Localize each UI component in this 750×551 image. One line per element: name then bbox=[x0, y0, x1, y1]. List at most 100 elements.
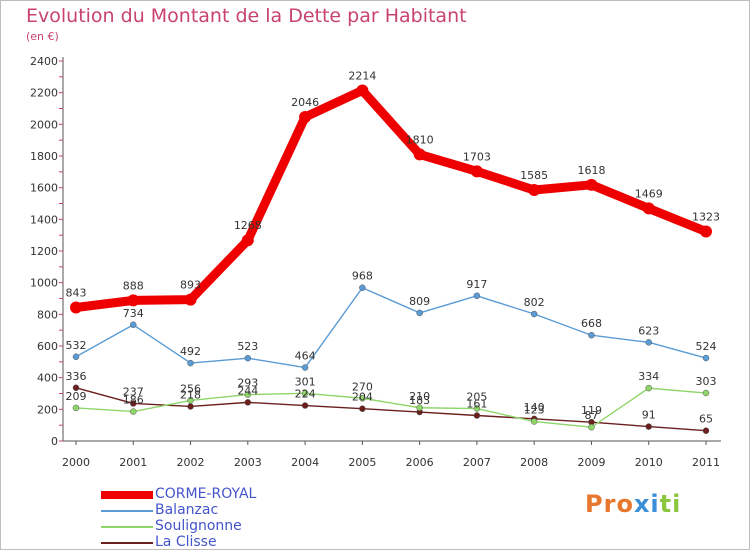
data-point bbox=[127, 294, 140, 307]
y-tick-label: 0 bbox=[51, 435, 58, 448]
x-tick-label: 2002 bbox=[177, 456, 205, 469]
chart-unit-label: (en €) bbox=[26, 30, 59, 43]
proxiti-logo: Proxiti bbox=[585, 490, 682, 518]
data-label: 888 bbox=[123, 279, 144, 292]
data-label: 843 bbox=[66, 287, 87, 300]
x-tick-label: 2010 bbox=[635, 456, 663, 469]
series-line-corme-royal bbox=[71, 85, 711, 313]
data-label: 1618 bbox=[577, 164, 605, 177]
data-label: 802 bbox=[524, 296, 545, 309]
x-tick-label: 2005 bbox=[348, 456, 376, 469]
data-label: 2046 bbox=[291, 96, 319, 109]
data-point bbox=[301, 390, 309, 397]
data-point bbox=[473, 412, 481, 419]
data-point bbox=[72, 353, 80, 361]
data-point bbox=[72, 384, 80, 392]
data-label: 161 bbox=[466, 398, 487, 411]
data-point bbox=[530, 418, 538, 425]
data-point bbox=[301, 402, 309, 409]
data-point bbox=[187, 359, 194, 367]
data-point bbox=[585, 178, 598, 191]
legend-label: Soulignonne bbox=[155, 518, 242, 534]
data-label: 336 bbox=[66, 370, 87, 383]
data-point bbox=[702, 389, 710, 397]
data-point bbox=[187, 397, 194, 404]
data-point bbox=[72, 404, 80, 412]
data-label: 917 bbox=[466, 278, 487, 291]
data-point bbox=[244, 399, 252, 406]
data-label: 668 bbox=[581, 317, 602, 330]
y-tick-label: 1800 bbox=[30, 150, 58, 163]
x-tick-label: 2008 bbox=[520, 456, 548, 469]
data-point bbox=[299, 111, 312, 124]
data-label: 123 bbox=[524, 404, 545, 417]
data-label: 210 bbox=[409, 390, 430, 403]
data-point bbox=[244, 391, 252, 398]
data-label: 1323 bbox=[692, 211, 720, 224]
data-label: 532 bbox=[66, 339, 87, 352]
x-tick-label: 2006 bbox=[406, 456, 434, 469]
data-label: 2214 bbox=[348, 69, 376, 82]
legend-swatch bbox=[101, 542, 153, 544]
data-label: 492 bbox=[180, 345, 201, 358]
data-point bbox=[473, 292, 481, 300]
data-point bbox=[588, 423, 595, 431]
data-label: 65 bbox=[699, 413, 713, 426]
legend-label: Balanzac bbox=[155, 502, 219, 518]
data-point bbox=[413, 148, 426, 161]
data-point bbox=[130, 400, 137, 407]
data-point bbox=[416, 404, 423, 411]
data-point bbox=[130, 321, 137, 329]
data-point bbox=[184, 293, 197, 306]
data-point bbox=[244, 354, 252, 362]
data-point bbox=[416, 309, 423, 317]
data-label: 140 bbox=[524, 401, 545, 414]
series-line-la-clisse bbox=[75, 387, 707, 432]
x-tick-label: 2011 bbox=[692, 456, 720, 469]
legend-label: CORME-ROYAL bbox=[155, 486, 257, 502]
y-tick-label: 1000 bbox=[30, 277, 58, 290]
legend-swatch bbox=[101, 510, 153, 512]
data-label: 209 bbox=[66, 390, 87, 403]
data-point bbox=[187, 403, 194, 410]
y-tick-label: 2400 bbox=[30, 55, 58, 68]
data-label: 183 bbox=[409, 394, 430, 407]
data-label: 1268 bbox=[234, 219, 262, 232]
data-label: 334 bbox=[638, 370, 659, 383]
data-point bbox=[359, 284, 366, 291]
data-label: 237 bbox=[123, 385, 144, 398]
data-point bbox=[645, 423, 652, 430]
y-tick-label: 400 bbox=[37, 372, 58, 385]
data-label: 734 bbox=[123, 307, 144, 320]
data-point bbox=[301, 364, 309, 371]
data-label: 244 bbox=[237, 384, 258, 397]
x-tick-label: 2001 bbox=[119, 456, 147, 469]
data-label: 293 bbox=[237, 377, 258, 390]
data-label: 1703 bbox=[463, 150, 491, 163]
data-label: 1585 bbox=[520, 169, 548, 182]
y-tick-label: 2200 bbox=[30, 87, 58, 100]
data-label: 270 bbox=[352, 380, 373, 393]
data-point bbox=[359, 405, 366, 412]
data-point bbox=[470, 165, 483, 178]
data-point bbox=[645, 384, 652, 392]
chart-lines bbox=[71, 85, 711, 432]
y-tick-label: 800 bbox=[37, 308, 58, 321]
data-label: 186 bbox=[123, 394, 144, 407]
data-point bbox=[702, 427, 710, 434]
line-chart: 0 200 400 600 800 1000 1200 1400 1600 1800 2000 220… bbox=[30, 55, 721, 469]
x-tick-label: 2007 bbox=[463, 456, 491, 469]
data-point bbox=[645, 339, 652, 346]
data-point bbox=[473, 405, 481, 412]
data-point bbox=[130, 408, 137, 415]
chart-axes: 0 200 400 600 800 1000 1200 1400 1600 1800 2000 220… bbox=[30, 55, 721, 469]
data-point bbox=[642, 202, 655, 215]
data-label: 224 bbox=[295, 388, 316, 401]
data-label: 301 bbox=[295, 375, 316, 388]
y-tick-label: 2000 bbox=[30, 118, 58, 131]
data-label: 623 bbox=[638, 324, 659, 337]
data-label: 87 bbox=[584, 409, 598, 422]
chart-title: Evolution du Montant de la Dette par Hab… bbox=[26, 5, 467, 27]
x-tick-label: 2003 bbox=[234, 456, 262, 469]
data-label: 205 bbox=[466, 391, 487, 404]
